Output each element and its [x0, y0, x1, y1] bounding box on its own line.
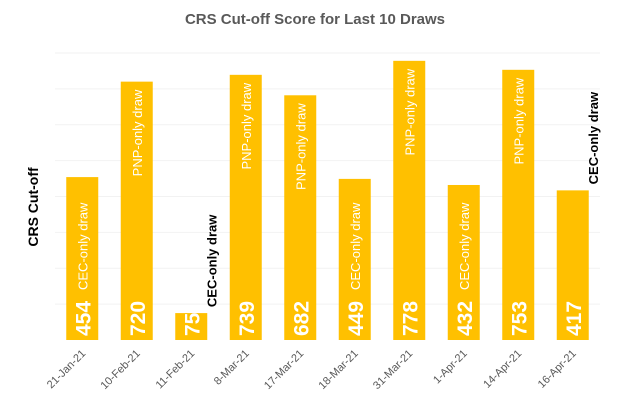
x-tick-label: 8-Mar-21 — [212, 348, 252, 388]
data-label: 720 — [127, 301, 150, 336]
annotation-label: CEC-only draw — [75, 202, 90, 290]
bar — [393, 60, 426, 340]
x-axis-ticks: 21-Jan-21 10-Feb-21 11-Feb-21 8-Mar-21 17-Ma… — [45, 348, 579, 392]
bar — [120, 81, 153, 340]
chart-title: CRS Cut-off Score for Last 10 Draws — [185, 11, 445, 28]
x-tick-label: 11-Feb-21 — [154, 348, 198, 392]
data-label: 739 — [236, 301, 259, 336]
data-label: 449 — [345, 301, 368, 336]
x-tick-label: 10-Feb-21 — [98, 348, 142, 392]
data-label: 682 — [290, 301, 313, 336]
bar — [556, 190, 589, 340]
annotation-label: CEC-only draw — [586, 91, 601, 184]
annotation-label: CEC-only draw — [348, 202, 363, 290]
bar — [447, 184, 480, 340]
annotation-label: CEC-only draw — [204, 214, 219, 307]
x-tick-label: 1-Apr-21 — [431, 348, 470, 387]
bars — [66, 60, 589, 341]
bar — [502, 69, 535, 341]
annotation-label: PNP-only draw — [402, 68, 417, 155]
data-label: 753 — [508, 301, 531, 336]
data-label: 75 — [181, 312, 204, 336]
x-tick-label: 21-Jan-21 — [45, 348, 89, 392]
bar — [229, 74, 262, 341]
annotation-label: CEC-only draw — [457, 202, 472, 290]
bar — [284, 95, 317, 341]
x-tick-label: 16-Apr-21 — [536, 348, 579, 391]
data-label: 778 — [399, 301, 422, 336]
annotation-label: PNP-only draw — [293, 103, 308, 190]
data-label: 417 — [563, 301, 586, 336]
annotation-label: PNP-only draw — [511, 77, 526, 164]
data-label: 432 — [454, 301, 477, 336]
x-tick-label: 17-Mar-21 — [262, 348, 306, 392]
bar — [175, 313, 208, 340]
y-axis-label: CRS Cut-off — [25, 167, 41, 247]
data-label: 454 — [72, 301, 95, 336]
x-tick-label: 18-Mar-21 — [317, 348, 361, 392]
x-tick-label: 14-Apr-21 — [481, 348, 524, 391]
bar — [66, 177, 99, 340]
annotation-label: PNP-only draw — [239, 82, 254, 169]
x-tick-label: 31-Mar-21 — [371, 348, 415, 392]
annotation-label: PNP-only draw — [130, 89, 145, 176]
bar — [338, 178, 371, 340]
